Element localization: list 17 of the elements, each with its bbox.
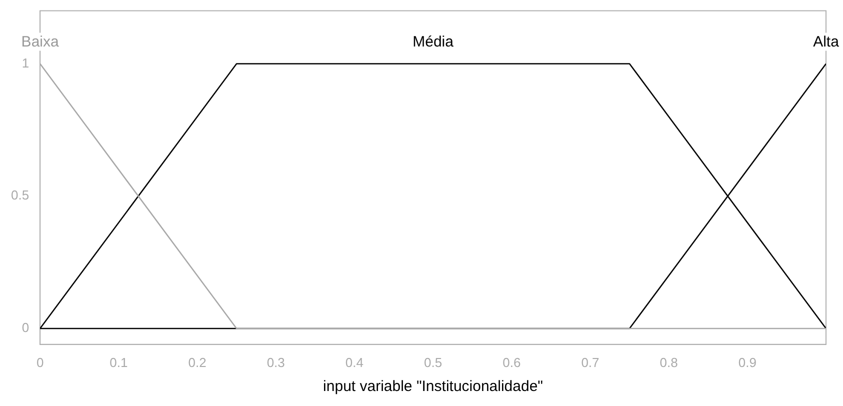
y-tick-label: 0.5 [10, 188, 30, 203]
x-tick-label: 0 [36, 354, 44, 370]
x-tick-label: 0.5 [424, 354, 442, 370]
x-tick-label: 0.2 [188, 354, 206, 370]
series-label: Alta [813, 33, 840, 50]
x-tick-label: 0.3 [266, 354, 285, 370]
x-tick-label: 0.9 [738, 354, 756, 370]
x-axis-title: input variable "Institucionalidade" [323, 378, 544, 396]
x-tick-label: 0.8 [660, 354, 678, 370]
y-tick-label: 0 [22, 320, 30, 336]
x-tick-label: 0.1 [110, 354, 128, 370]
x-tick-label: 0.4 [345, 354, 364, 370]
x-tick-label: 0.6 [502, 354, 521, 370]
x-tick-label: 0.7 [581, 354, 600, 370]
series-label: Baixa [21, 33, 60, 50]
y-tick-label: 1 [22, 55, 30, 70]
series-label: Média [412, 33, 454, 50]
